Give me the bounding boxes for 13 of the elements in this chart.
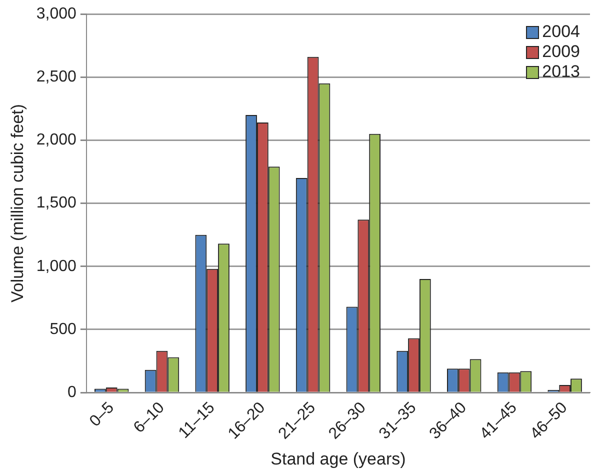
y-tick-label: 1,000 (36, 258, 77, 275)
y-axis-title: Volume (million cubic feet) (8, 104, 27, 302)
legend-label: 2013 (542, 62, 580, 82)
legend-label: 2009 (542, 42, 580, 62)
y-tick-label: 3,000 (36, 5, 77, 22)
y-tick-label: 2,500 (36, 68, 77, 86)
y-tick-label: 500 (50, 320, 77, 338)
y-tick-label: 0 (68, 384, 77, 401)
x-axis-title: Stand age (years) (270, 449, 406, 468)
legend-label: 2004 (542, 22, 580, 42)
y-tick-label: 1,500 (36, 194, 77, 212)
y-tick-label: 2,000 (36, 132, 77, 149)
x-tick-label: 0–5 (86, 399, 118, 430)
